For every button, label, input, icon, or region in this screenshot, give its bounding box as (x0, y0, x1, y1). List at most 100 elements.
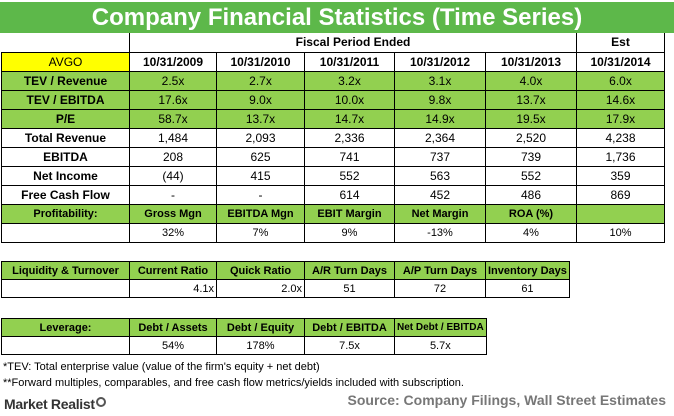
value-cell: (44) (129, 165, 217, 186)
value-cell: 869 (576, 184, 665, 205)
value-cell: 51 (304, 279, 395, 298)
leverage-table: Leverage: Debt / Assets Debt / Equity De… (1, 318, 487, 355)
value-cell: - (216, 184, 305, 205)
leverage-label: Leverage: (1, 318, 130, 337)
value-cell: 58.7x (129, 108, 217, 129)
value-cell: 359 (576, 165, 665, 186)
value-cell: 625 (216, 146, 305, 167)
financial-row: Total Revenue 1,484 2,093 2,336 2,364 2,… (1, 127, 665, 148)
value-cell: 1,736 (576, 146, 665, 167)
multiple-row: TEV / Revenue 2.5x 2.7x 3.2x 3.1x 4.0x 6… (1, 70, 665, 91)
value-cell: 61 (485, 279, 570, 298)
footnote-subscription: **Forward multiples, comparables, and fr… (3, 377, 464, 389)
source-note: Source: Company Filings, Wall Street Est… (347, 392, 666, 408)
logo-text: Market Realist (4, 396, 95, 412)
value-cell: 208 (129, 146, 217, 167)
financial-row: EBITDA 208 625 741 737 739 1,736 (1, 146, 665, 167)
financial-table: Fiscal Period Ended Est AVGO 10/31/2009 … (1, 33, 665, 243)
period-cell: 10/31/2013 (485, 51, 577, 72)
column-header: Current Ratio (129, 261, 217, 280)
multiple-row: TEV / EBITDA 17.6x 9.0x 10.0x 9.8x 13.7x… (1, 89, 665, 110)
column-header: Debt / Assets (129, 318, 217, 337)
value-cell: 9% (304, 222, 395, 243)
row-label: TEV / EBITDA (1, 89, 130, 110)
row-label: Net Income (1, 165, 130, 186)
value-cell: - (129, 184, 217, 205)
value-cell: 452 (394, 184, 486, 205)
market-realist-logo: Market Realist (4, 396, 106, 412)
column-header: EBITDA Mgn (216, 203, 305, 224)
value-cell: 486 (485, 184, 577, 205)
value-cell: 13.7x (216, 108, 305, 129)
value-cell: 9.0x (216, 89, 305, 110)
value-cell: 17.6x (129, 89, 217, 110)
footnote-tev: *TEV: Total enterprise value (value of t… (3, 361, 320, 373)
column-header: Gross Mgn (129, 203, 217, 224)
value-cell: 2,336 (304, 127, 395, 148)
column-header: A/R Turn Days (304, 261, 395, 280)
report-title: Company Financial Statistics (Time Serie… (0, 2, 674, 33)
value-cell: 2.7x (216, 70, 305, 91)
value-cell: 7% (216, 222, 305, 243)
row-label: Free Cash Flow (1, 184, 130, 205)
value-cell: 2.0x (216, 279, 305, 298)
value-cell: 13.7x (485, 89, 577, 110)
value-cell: 10% (576, 222, 665, 243)
value-cell: 6.0x (576, 70, 665, 91)
row-label: EBITDA (1, 146, 130, 167)
column-header: Inventory Days (485, 261, 570, 280)
empty-cell (1, 336, 130, 355)
value-cell: 4.0x (485, 70, 577, 91)
column-header: A/P Turn Days (394, 261, 486, 280)
column-header: Debt / Equity (216, 318, 305, 337)
empty-cell (1, 222, 130, 243)
value-cell: 14.9x (394, 108, 486, 129)
value-cell: 3.2x (304, 70, 395, 91)
row-label: P/E (1, 108, 130, 129)
value-cell: 19.5x (485, 108, 577, 129)
column-header: EBIT Margin (304, 203, 395, 224)
value-cell: 4,238 (576, 127, 665, 148)
liquidity-header-row: Liquidity & Turnover Current Ratio Quick… (1, 261, 570, 280)
value-cell: 4% (485, 222, 577, 243)
value-cell: 4.1x (129, 279, 217, 298)
value-cell: 552 (485, 165, 577, 186)
value-cell: 32% (129, 222, 217, 243)
row-label: TEV / Revenue (1, 70, 130, 91)
column-header: ROA (%) (485, 203, 577, 224)
column-header: Net Debt / EBITDA (394, 318, 487, 337)
period-cell: 10/31/2012 (394, 51, 486, 72)
value-cell: 614 (304, 184, 395, 205)
value-cell: 14.6x (576, 89, 665, 110)
period-cell: 10/31/2011 (304, 51, 395, 72)
multiple-row: P/E 58.7x 13.7x 14.7x 14.9x 19.5x 17.9x (1, 108, 665, 129)
liquidity-values-row: 4.1x 2.0x 51 72 61 (1, 279, 570, 298)
period-cell: 10/31/2010 (216, 51, 305, 72)
value-cell: 1,484 (129, 127, 217, 148)
value-cell: 2,520 (485, 127, 577, 148)
periods-row: AVGO 10/31/2009 10/31/2010 10/31/2011 10… (1, 51, 665, 72)
value-cell: 14.7x (304, 108, 395, 129)
value-cell: 552 (304, 165, 395, 186)
profitability-label: Profitability: (1, 203, 130, 224)
column-header: Quick Ratio (216, 261, 305, 280)
value-cell: 2,093 (216, 127, 305, 148)
value-cell: -13% (394, 222, 486, 243)
value-cell: 739 (485, 146, 577, 167)
column-header: Net Margin (394, 203, 486, 224)
profitability-header-row: Profitability: Gross Mgn EBITDA Mgn EBIT… (1, 203, 665, 224)
empty-cell (1, 279, 130, 298)
fiscal-period-header: Fiscal Period Ended (129, 33, 577, 53)
column-header (576, 203, 665, 224)
row-label: Total Revenue (1, 127, 130, 148)
period-cell: 10/31/2009 (129, 51, 217, 72)
est-header: Est (576, 33, 665, 53)
value-cell: 7.5x (304, 336, 395, 355)
value-cell: 9.8x (394, 89, 486, 110)
value-cell: 2.5x (129, 70, 217, 91)
leverage-values-row: 54% 178% 7.5x 5.7x (1, 336, 487, 355)
financial-row: Net Income (44) 415 552 563 552 359 (1, 165, 665, 186)
value-cell: 54% (129, 336, 217, 355)
liquidity-label: Liquidity & Turnover (1, 261, 130, 280)
value-cell: 17.9x (576, 108, 665, 129)
